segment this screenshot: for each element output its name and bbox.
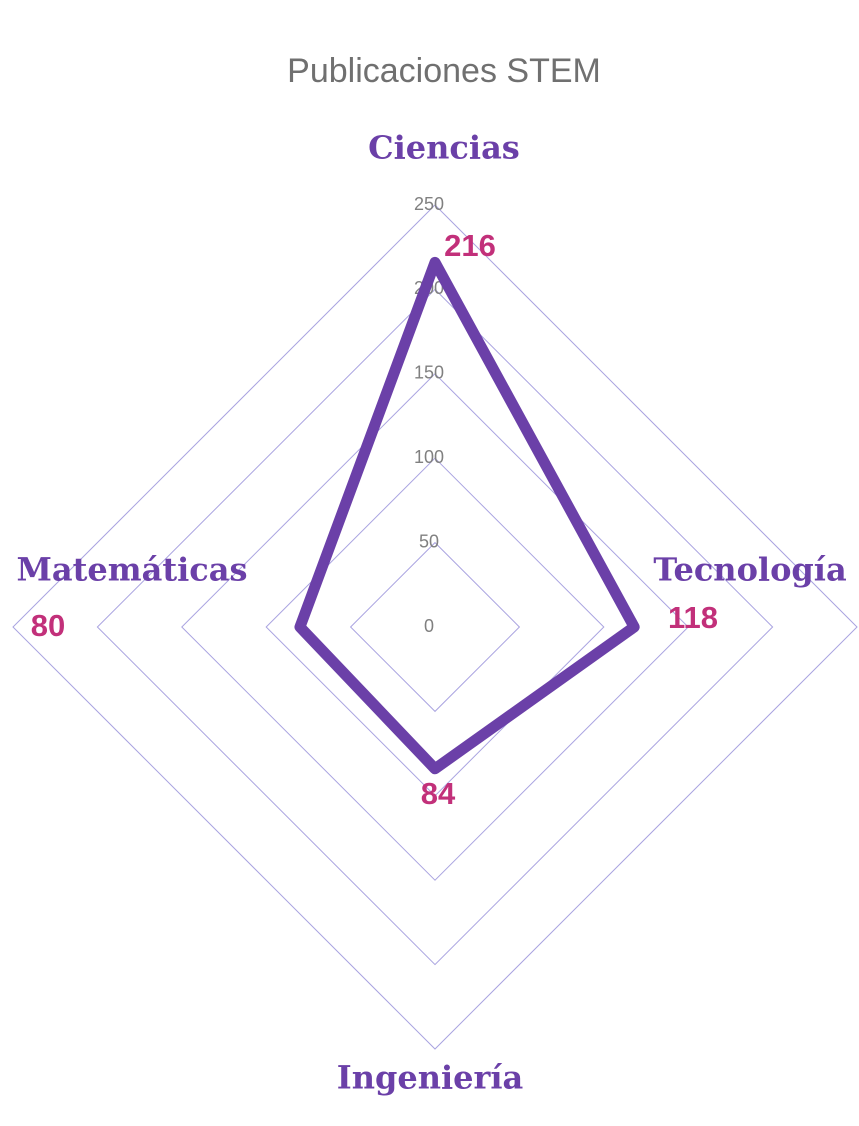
- grid-ring: [349, 541, 521, 713]
- axis-label: Ciencias: [368, 129, 520, 167]
- value-label: 216: [444, 228, 496, 263]
- grid-ring: [265, 457, 605, 797]
- value-label: 80: [31, 608, 65, 643]
- grid-ring: [96, 288, 774, 966]
- tick-label: 0: [424, 616, 434, 636]
- axis-label: Tecnología: [653, 551, 846, 589]
- value-label: 118: [668, 600, 718, 635]
- tick-label: 50: [419, 531, 439, 551]
- grid-ring: [181, 373, 689, 881]
- data-polygon: [294, 256, 640, 775]
- value-label: 84: [421, 776, 456, 811]
- chart-title: Publicaciones STEM: [287, 52, 601, 90]
- grid-ring: [12, 204, 858, 1050]
- tick-label: 150: [414, 363, 444, 383]
- tick-label: 250: [414, 194, 444, 214]
- axis-label: Matemáticas: [16, 551, 247, 589]
- tick-label: 100: [414, 447, 444, 467]
- axis-label: Ingeniería: [337, 1059, 524, 1097]
